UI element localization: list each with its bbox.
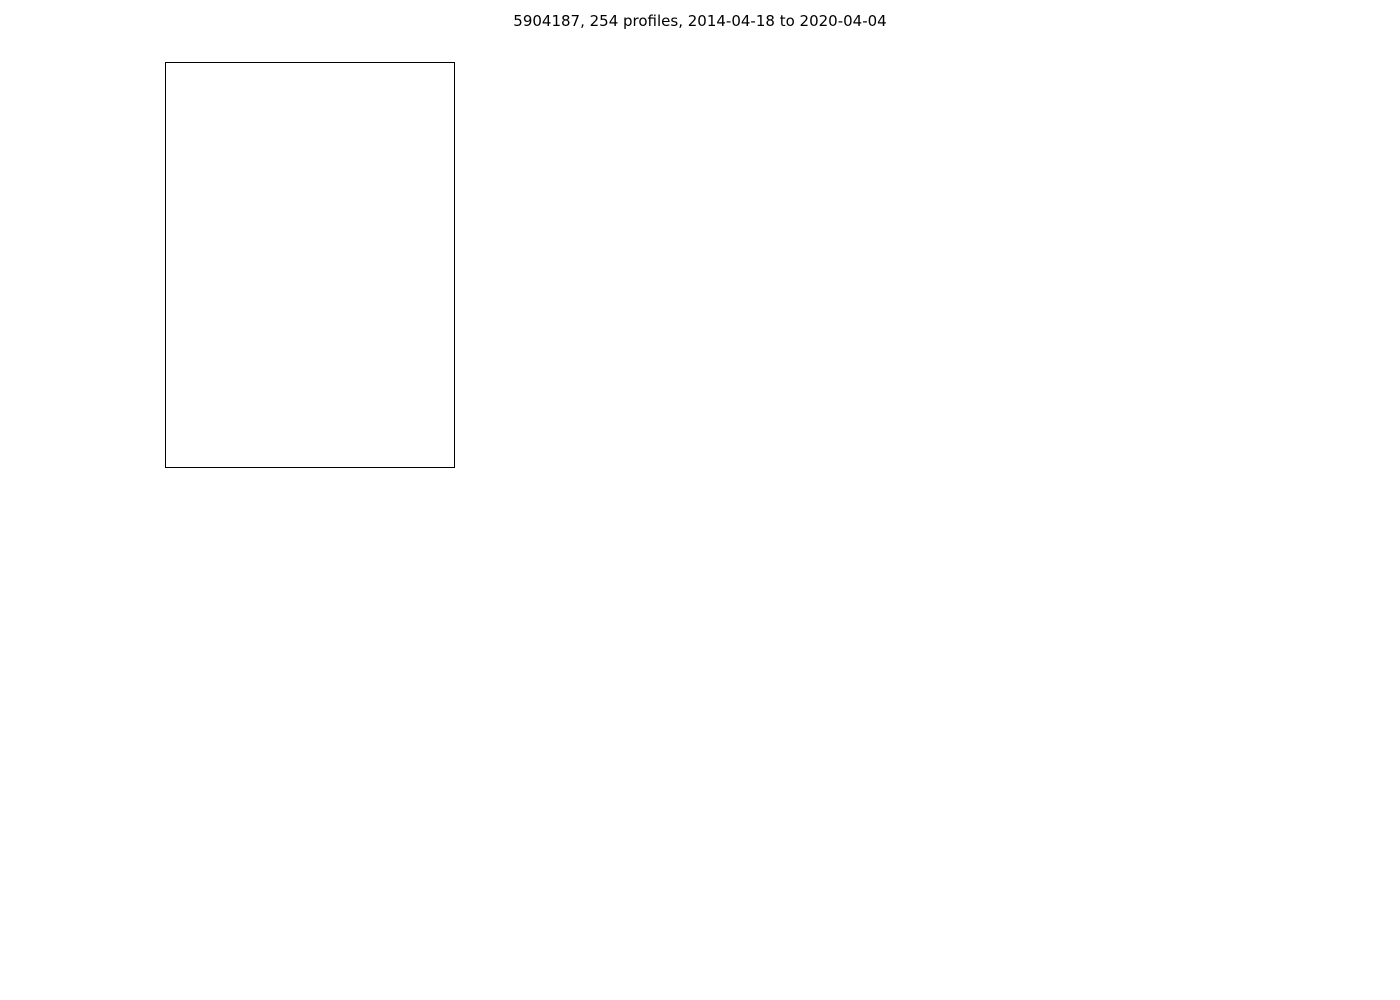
figure-suptitle: 5904187, 254 profiles, 2014-04-18 to 202… (513, 12, 887, 30)
axes-doxy[interactable] (165, 62, 455, 468)
heatmap-doxy (166, 63, 454, 467)
